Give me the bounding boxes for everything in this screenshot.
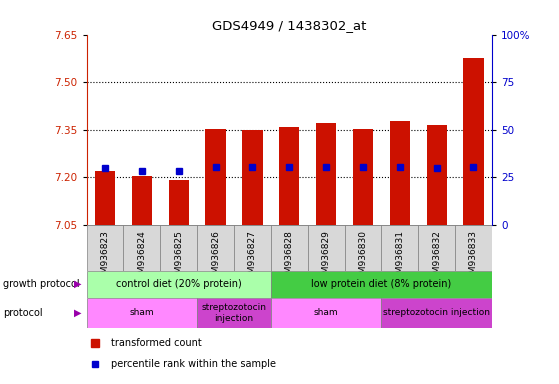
Text: GSM936827: GSM936827 — [248, 230, 257, 285]
Text: ▶: ▶ — [74, 279, 81, 289]
Bar — [381, 225, 418, 271]
Text: GSM936831: GSM936831 — [395, 230, 404, 285]
Bar — [160, 225, 197, 271]
Bar — [316, 122, 337, 225]
Bar — [307, 225, 344, 271]
Text: control diet (20% protein): control diet (20% protein) — [116, 279, 241, 289]
Text: low protein diet (8% protein): low protein diet (8% protein) — [311, 279, 452, 289]
Bar — [390, 121, 410, 225]
Bar — [455, 225, 492, 271]
Bar — [463, 58, 484, 225]
Bar — [381, 298, 492, 328]
Bar — [418, 225, 455, 271]
Text: GSM936829: GSM936829 — [321, 230, 330, 285]
Text: GSM936830: GSM936830 — [358, 230, 367, 285]
Bar — [344, 225, 381, 271]
Bar — [169, 180, 189, 225]
Bar — [279, 127, 300, 225]
Title: GDS4949 / 1438302_at: GDS4949 / 1438302_at — [212, 19, 367, 32]
Text: streptozotocin injection: streptozotocin injection — [383, 308, 490, 318]
Bar — [87, 298, 197, 328]
Text: protocol: protocol — [3, 308, 42, 318]
Text: GSM936824: GSM936824 — [138, 230, 146, 285]
Bar — [132, 175, 152, 225]
Bar — [271, 225, 307, 271]
Bar — [95, 171, 115, 225]
Text: sham: sham — [314, 308, 338, 318]
Bar — [353, 129, 373, 225]
Text: sham: sham — [130, 308, 154, 318]
Bar — [206, 129, 226, 225]
Bar — [87, 225, 124, 271]
Bar — [234, 225, 271, 271]
Bar — [197, 225, 234, 271]
Bar — [271, 271, 492, 298]
Text: GSM936833: GSM936833 — [469, 230, 478, 285]
Text: GSM936823: GSM936823 — [101, 230, 110, 285]
Text: transformed count: transformed count — [111, 338, 202, 348]
Bar — [197, 298, 271, 328]
Bar — [124, 225, 160, 271]
Text: ▶: ▶ — [74, 308, 81, 318]
Bar — [87, 271, 271, 298]
Bar — [242, 130, 263, 225]
Bar — [271, 298, 381, 328]
Text: GSM936825: GSM936825 — [174, 230, 183, 285]
Text: GSM936828: GSM936828 — [285, 230, 294, 285]
Text: percentile rank within the sample: percentile rank within the sample — [111, 359, 276, 369]
Text: streptozotocin
injection: streptozotocin injection — [201, 303, 267, 323]
Text: GSM936832: GSM936832 — [432, 230, 441, 285]
Text: GSM936826: GSM936826 — [211, 230, 220, 285]
Text: growth protocol: growth protocol — [3, 279, 79, 289]
Bar — [427, 126, 447, 225]
